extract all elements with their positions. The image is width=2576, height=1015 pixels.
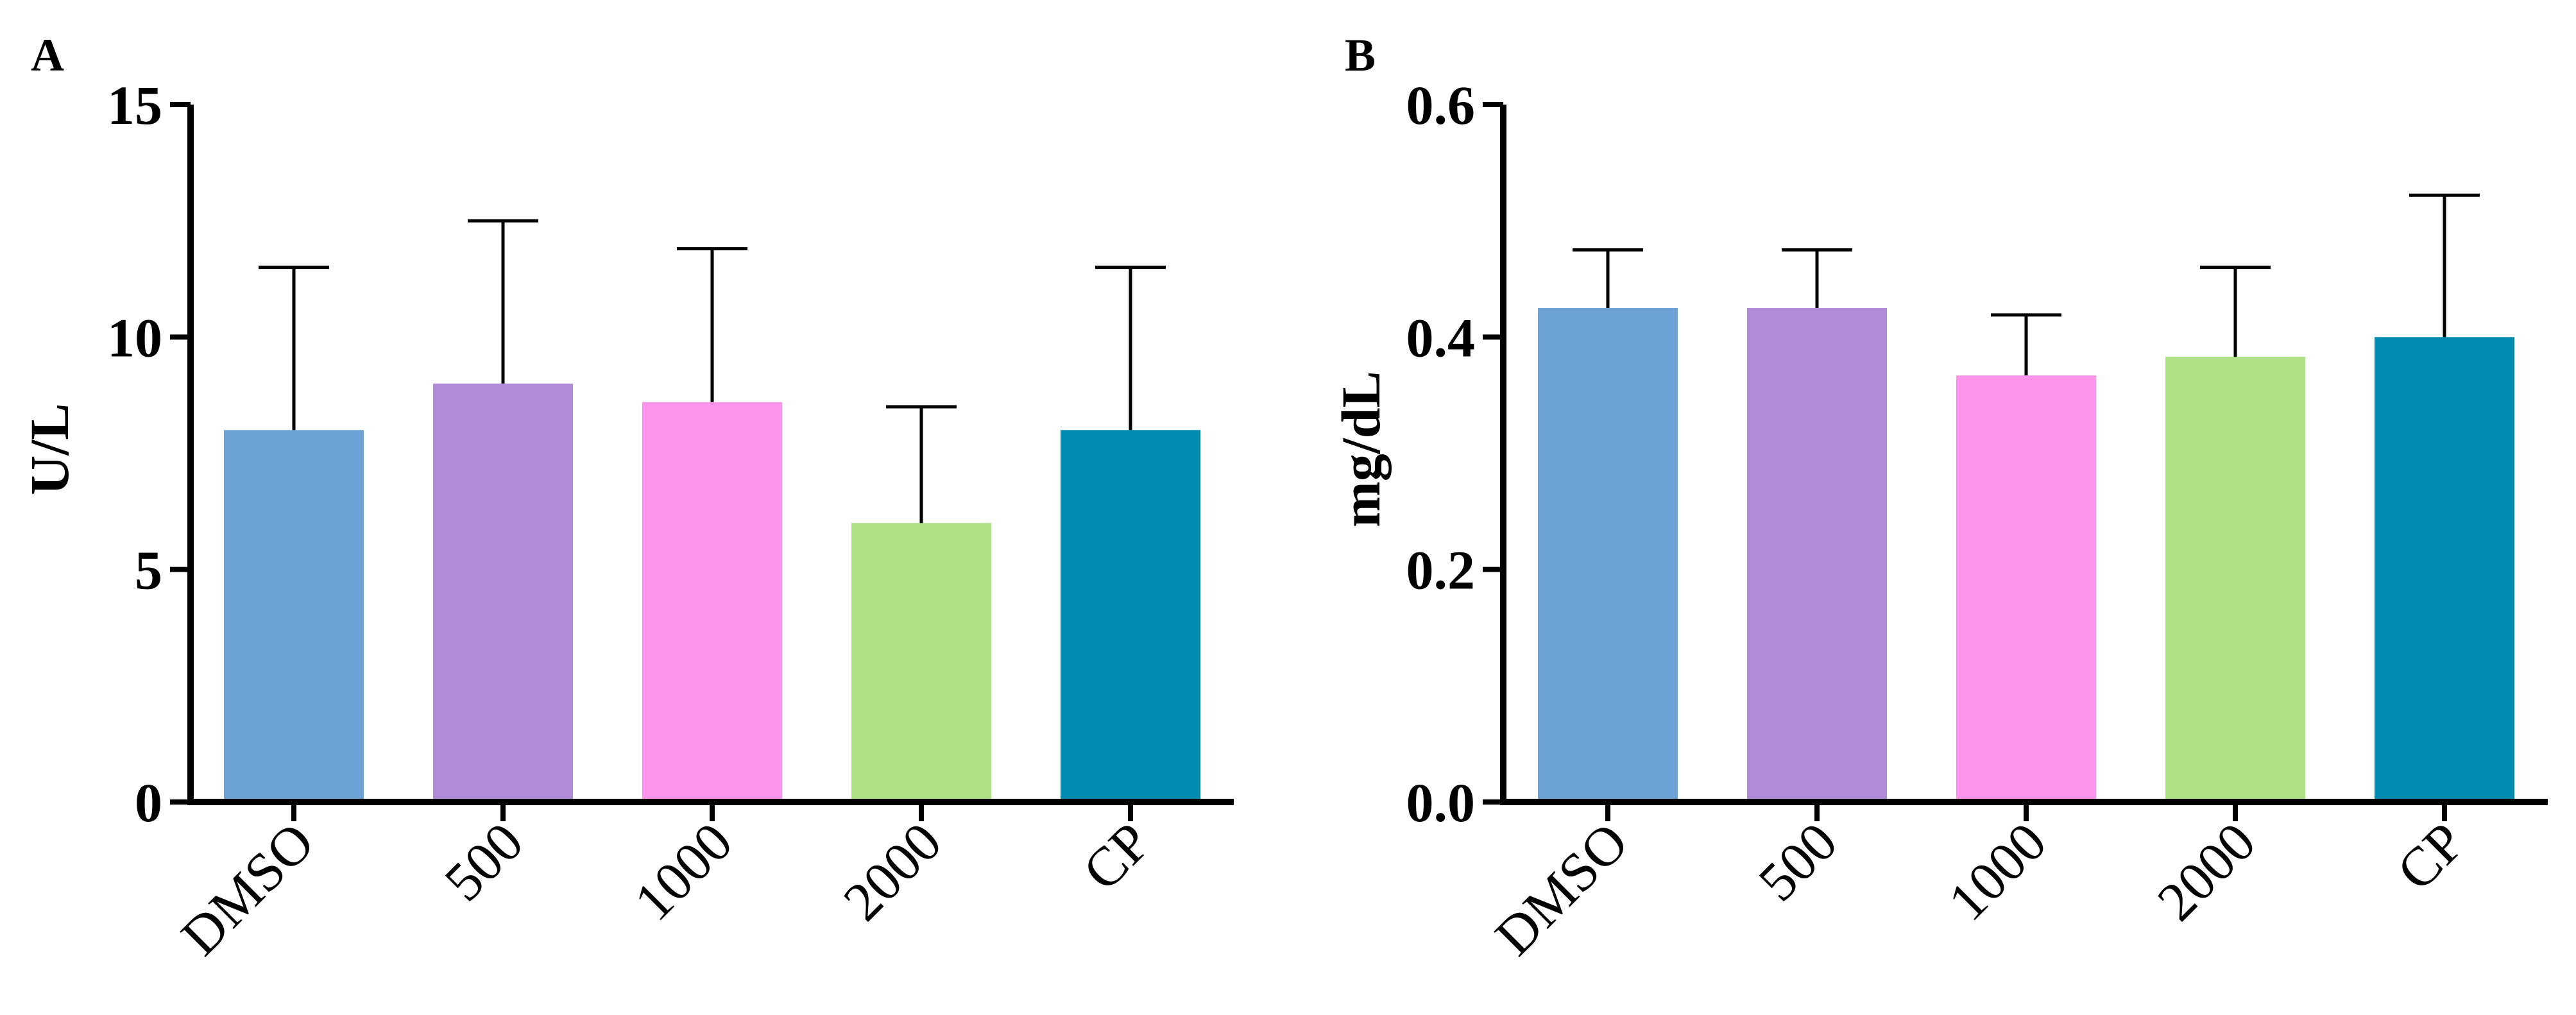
- y-axis-title-b: mg/dL: [1330, 371, 1392, 527]
- y-tick-label-a-0: 0: [135, 772, 162, 833]
- bar-b-2000: [2165, 357, 2305, 802]
- y-tick-label-b-1: 0.2: [1406, 540, 1476, 601]
- bar-a-dmso: [224, 430, 364, 802]
- bar-b-1000: [1956, 375, 2096, 802]
- y-tick-label-a-1: 5: [135, 540, 162, 601]
- y-tick-label-b-0: 0.0: [1406, 772, 1476, 833]
- bar-a-cp: [1061, 430, 1200, 802]
- bar-b-500: [1747, 308, 1887, 803]
- bar-b-dmso: [1538, 308, 1678, 803]
- panel-label-a: A: [31, 30, 64, 81]
- y-tick-label-a-2: 10: [107, 307, 162, 368]
- bar-a-2000: [851, 523, 991, 802]
- y-tick-label-a-3: 15: [107, 74, 162, 136]
- panel-label-b: B: [1345, 30, 1376, 81]
- bar-b-cp: [2375, 337, 2514, 802]
- bar-a-500: [433, 383, 573, 802]
- y-tick-label-b-3: 0.6: [1406, 74, 1476, 136]
- bar-a-1000: [642, 402, 782, 802]
- y-axis-title-a: U/L: [19, 403, 80, 495]
- y-tick-label-b-2: 0.4: [1406, 307, 1476, 368]
